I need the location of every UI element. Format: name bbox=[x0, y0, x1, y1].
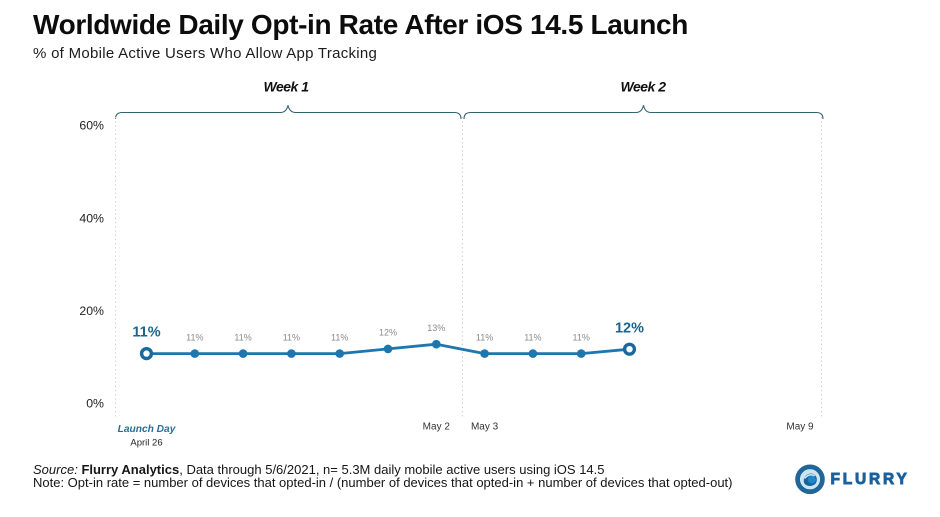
svg-text:60%: 60% bbox=[79, 119, 104, 133]
svg-text:11%: 11% bbox=[283, 332, 300, 342]
svg-text:11%: 11% bbox=[331, 332, 348, 342]
svg-text:11%: 11% bbox=[524, 332, 541, 342]
svg-text:11%: 11% bbox=[573, 332, 590, 342]
svg-text:20%: 20% bbox=[79, 304, 104, 318]
svg-text:April 26: April 26 bbox=[130, 437, 162, 448]
svg-text:40%: 40% bbox=[79, 212, 104, 226]
svg-text:12%: 12% bbox=[379, 327, 397, 337]
svg-text:11%: 11% bbox=[186, 332, 203, 342]
svg-text:Launch Day: Launch Day bbox=[118, 424, 177, 435]
svg-text:May 3: May 3 bbox=[471, 422, 499, 433]
svg-text:FLURRY: FLURRY bbox=[831, 471, 910, 488]
svg-text:13%: 13% bbox=[427, 323, 445, 333]
svg-text:11%: 11% bbox=[234, 332, 251, 342]
svg-text:11%: 11% bbox=[476, 332, 493, 342]
svg-text:12%: 12% bbox=[615, 320, 644, 336]
svg-text:11%: 11% bbox=[132, 325, 160, 341]
svg-text:May 2: May 2 bbox=[423, 422, 451, 433]
svg-text:0%: 0% bbox=[86, 397, 104, 411]
svg-text:Week 2: Week 2 bbox=[621, 79, 667, 95]
svg-text:May 9: May 9 bbox=[786, 422, 814, 433]
svg-text:Week 1: Week 1 bbox=[264, 79, 310, 95]
